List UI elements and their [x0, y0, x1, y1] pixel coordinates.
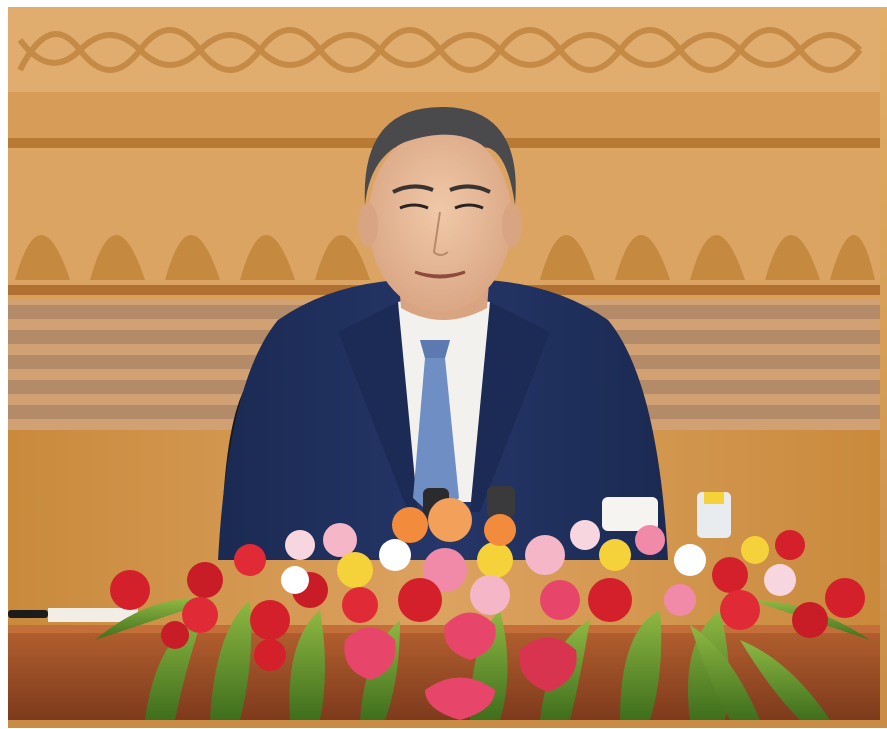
- ear-left: [358, 203, 378, 247]
- pen: [8, 610, 48, 618]
- face: [368, 128, 512, 312]
- ear-right: [502, 203, 522, 247]
- microphone-right: [487, 486, 515, 518]
